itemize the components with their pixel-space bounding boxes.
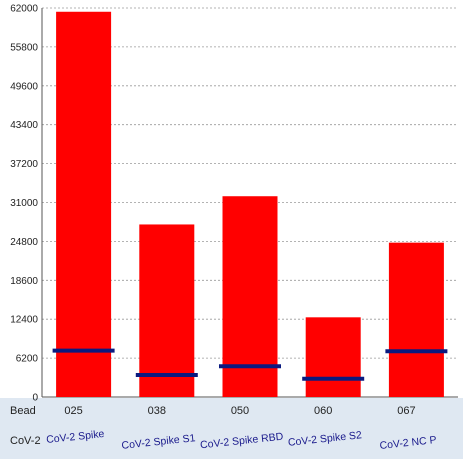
bar [139, 224, 195, 397]
bar [305, 317, 361, 397]
antigen-label: CoV-2 NC P [379, 434, 437, 452]
y-tick-label: 12400 [10, 315, 38, 326]
x-tick-label: 025 [64, 405, 82, 417]
y-tick-label: 0 [32, 393, 38, 404]
y-tick-label: 6200 [16, 354, 39, 365]
bar [56, 11, 112, 397]
x-tick-label: 038 [148, 405, 166, 417]
axis-layer: 0 6200 12400 18600 24800 31000 37200 43400 49600… [10, 4, 458, 404]
x-tick-label: 067 [397, 405, 415, 417]
bar [388, 242, 444, 397]
y-tick-label: 49600 [10, 81, 38, 92]
threshold-layer [52, 348, 448, 381]
antigen-row-label: CoV-2 [10, 435, 41, 447]
y-tick-label: 24800 [10, 237, 38, 248]
footer-band [0, 398, 463, 459]
y-tick-label: 37200 [10, 159, 38, 170]
x-tick-label: 060 [314, 405, 332, 417]
y-tick-label: 62000 [10, 4, 38, 15]
x-tick-label: 050 [231, 405, 249, 417]
bar [222, 196, 278, 397]
y-tick-label: 43400 [10, 120, 38, 131]
bead-row-label: Bead [10, 405, 36, 417]
y-tick-label: 18600 [10, 276, 38, 287]
bar-layer [56, 11, 444, 397]
y-tick-label: 31000 [10, 198, 38, 209]
y-tick-label: 55800 [10, 42, 38, 53]
